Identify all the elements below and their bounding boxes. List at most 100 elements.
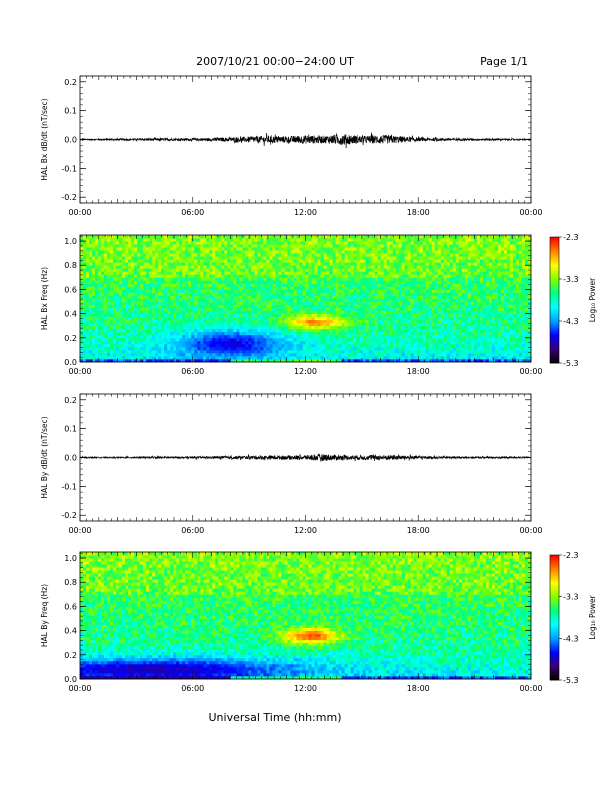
heat-cell: [170, 319, 174, 324]
heat-cell: [182, 358, 186, 363]
heat-cell: [200, 244, 204, 248]
heat-cell: [152, 334, 156, 339]
heat-cell: [266, 352, 270, 357]
heat-cell: [329, 355, 333, 360]
heat-cell: [134, 250, 138, 254]
heat-cell: [272, 325, 276, 330]
heat-cell: [263, 310, 267, 315]
heat-cell: [356, 265, 361, 269]
heat-cell: [287, 316, 291, 321]
heat-cell: [419, 346, 424, 351]
heat-cell: [395, 328, 400, 333]
heat-cell: [212, 295, 216, 299]
heat-cell: [329, 235, 333, 239]
heat-cell: [413, 289, 418, 293]
heat-cell: [392, 352, 397, 357]
heat-cell: [146, 259, 150, 263]
heat-cell: [359, 334, 364, 339]
heat-cell: [80, 256, 84, 260]
heat-cell: [350, 241, 355, 245]
heat-cell: [377, 283, 382, 287]
heat-cell: [155, 241, 159, 245]
heat-cell: [398, 277, 403, 281]
heat-cell: [344, 241, 348, 245]
heat-cell: [233, 280, 237, 284]
heat-cell: [269, 274, 273, 278]
heat-cell: [272, 283, 276, 287]
heat-cell: [170, 313, 174, 318]
heat-cell: [359, 319, 364, 324]
heat-cell: [236, 253, 240, 257]
heat-cell: [290, 271, 294, 275]
heat-cell: [278, 271, 282, 275]
heat-cell: [212, 259, 216, 263]
heat-cell: [350, 358, 355, 363]
heat-cell: [368, 322, 373, 327]
heat-cell: [200, 331, 204, 336]
heat-cell: [311, 337, 315, 342]
heat-cell: [317, 295, 321, 299]
heat-cell: [407, 331, 412, 336]
heat-cell: [104, 337, 108, 342]
heat-cell: [122, 316, 126, 321]
heat-cell: [125, 307, 129, 311]
heat-cell: [215, 259, 219, 263]
heat-cell: [323, 313, 327, 318]
heat-cell: [98, 343, 102, 348]
heat-cell: [179, 289, 183, 293]
heat-cell: [236, 298, 240, 302]
heat-cell: [374, 262, 379, 266]
heat-cell: [398, 310, 403, 315]
heat-cell: [224, 343, 228, 348]
heat-cell: [101, 307, 105, 311]
heat-cell: [308, 247, 312, 251]
heat-cell: [362, 286, 367, 290]
heat-cell: [374, 337, 379, 342]
heat-cell: [206, 307, 210, 311]
heat-cell: [233, 244, 237, 248]
heat-cell: [197, 289, 201, 293]
heat-cell: [314, 331, 318, 336]
heat-cell: [311, 319, 315, 324]
heat-cell: [209, 244, 213, 248]
heat-cell: [395, 298, 400, 302]
heat-cell: [353, 241, 358, 245]
heat-cell: [212, 304, 216, 308]
heat-cell: [392, 334, 397, 339]
heat-cell: [188, 316, 192, 321]
heat-cell: [374, 346, 379, 351]
heat-cell: [242, 277, 246, 281]
heat-cell: [233, 337, 237, 342]
heat-cell: [164, 235, 168, 239]
heat-cell: [146, 256, 150, 260]
heat-cell: [404, 328, 409, 333]
heat-cell: [389, 235, 394, 239]
heat-cell: [113, 301, 117, 305]
heat-cell: [86, 316, 90, 321]
heat-cell: [92, 328, 96, 333]
heat-cell: [122, 238, 126, 242]
heat-cell: [308, 307, 312, 311]
heat-cell: [272, 349, 276, 354]
heat-cell: [293, 244, 297, 248]
heat-cell: [167, 274, 171, 278]
heat-cell: [140, 292, 144, 296]
heat-cell: [293, 253, 297, 257]
heat-cell: [356, 262, 361, 266]
heat-cell: [281, 307, 285, 311]
heat-cell: [119, 316, 123, 321]
heat-cell: [353, 274, 358, 278]
heat-cell: [137, 298, 141, 302]
heat-cell: [410, 250, 415, 254]
heat-cell: [140, 274, 144, 278]
heat-cell: [380, 280, 385, 284]
heat-cell: [212, 334, 216, 339]
heat-cell: [257, 265, 261, 269]
heat-cell: [122, 325, 126, 330]
heat-cell: [284, 322, 288, 327]
heat-cell: [413, 253, 418, 257]
heat-cell: [353, 346, 358, 351]
heat-cell: [131, 304, 135, 308]
heat-cell: [170, 310, 174, 315]
heat-cell: [374, 310, 379, 315]
